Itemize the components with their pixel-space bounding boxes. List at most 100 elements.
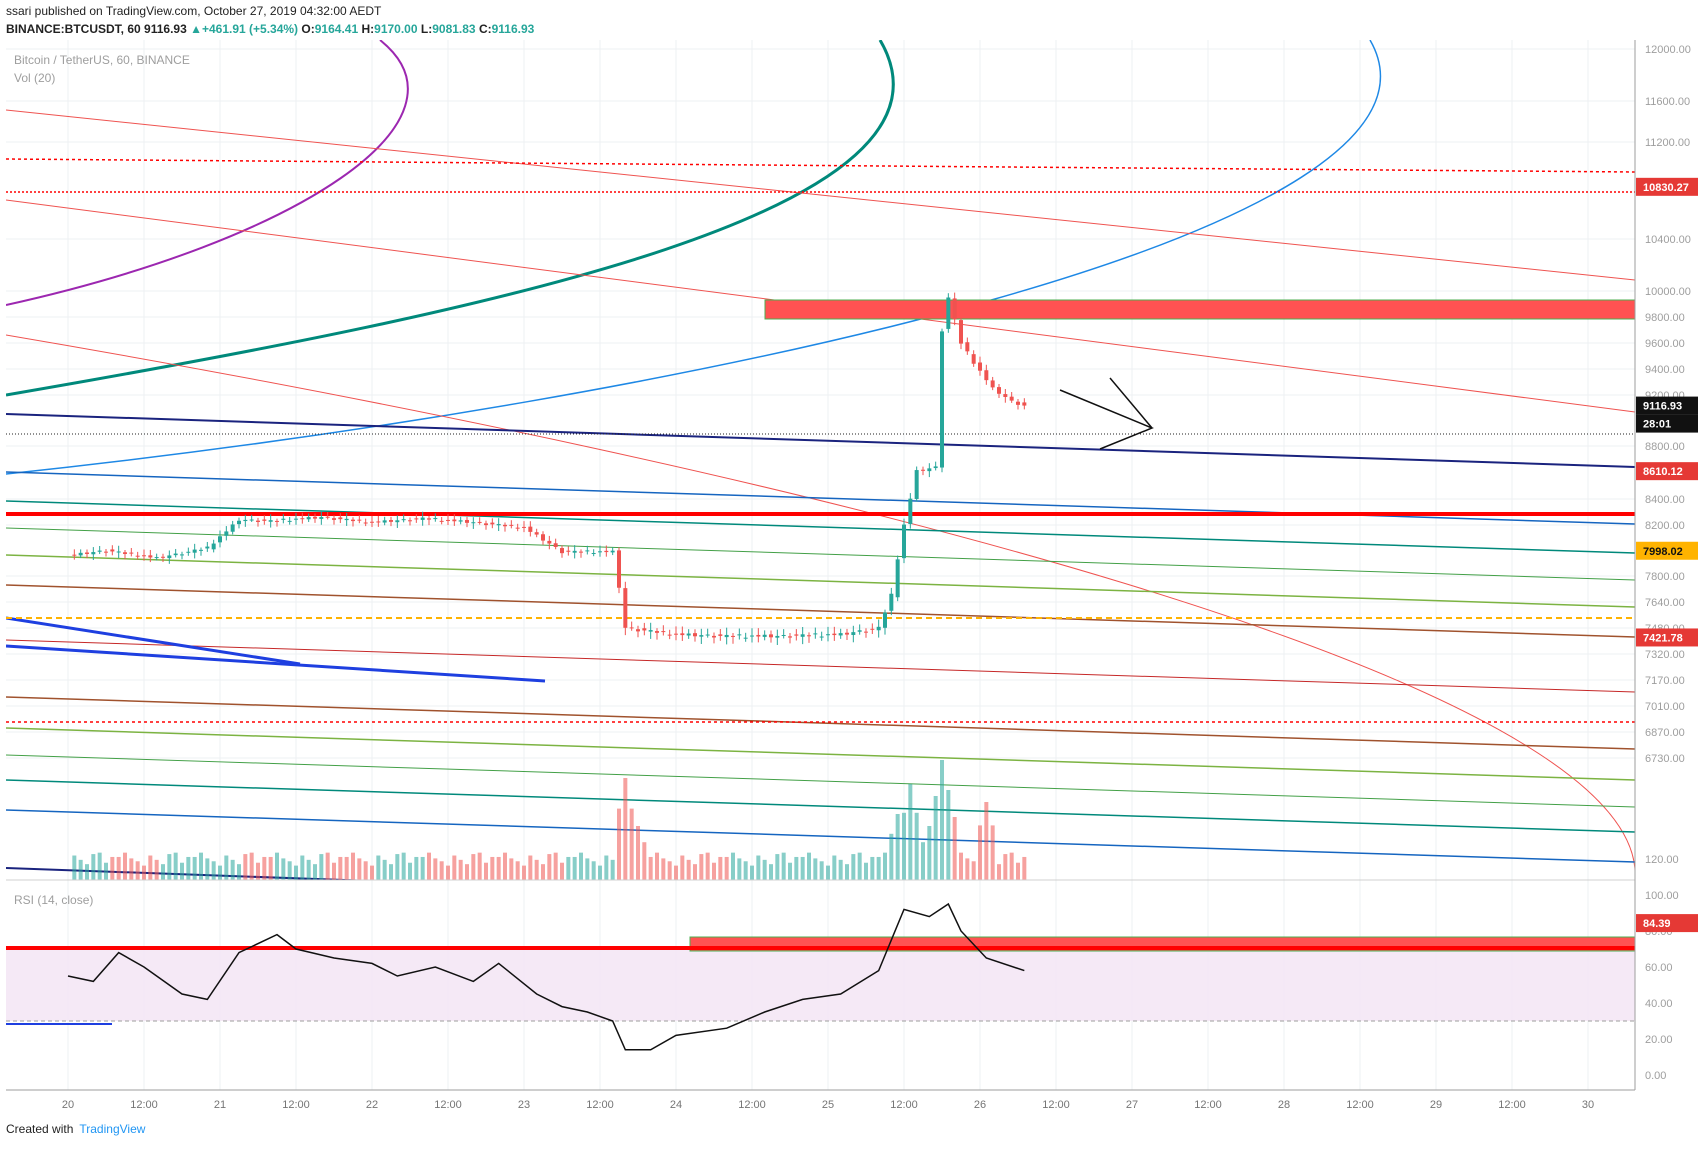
volume-bar [959, 852, 963, 880]
candle-body [623, 588, 628, 628]
pennant-pattern[interactable] [1059, 377, 1154, 450]
rsi-tick-label: 40.00 [1645, 998, 1673, 1010]
channel-line-brown-1[interactable] [6, 584, 1635, 638]
rsi-tick-label: 20.00 [1645, 1034, 1673, 1046]
channel-line-green-1[interactable] [6, 500, 1635, 554]
candle-body [192, 549, 197, 553]
time-tick-label: 21 [214, 1099, 226, 1111]
publisher-text: ssari published on TradingView.com, Octo… [6, 4, 382, 18]
rsi-line [67, 902, 1025, 1051]
volume-bar [1003, 854, 1008, 880]
channel-line-blue-2[interactable] [6, 809, 1635, 863]
low-value: 9081.83 [432, 22, 476, 36]
volume-bar [395, 854, 400, 880]
volume-bar [648, 856, 653, 880]
candle-body [1022, 402, 1027, 406]
up-arrow-icon: ▲ [190, 22, 202, 36]
price-change: +461.91 (+5.34%) [201, 22, 299, 36]
volume-bar [167, 854, 172, 880]
fib-arc-purple[interactable] [6, 40, 409, 306]
volume-bar [452, 855, 457, 880]
symbol-label[interactable]: BINANCE:BTCUSDT, 60 [6, 22, 141, 36]
volume-bars [72, 760, 1027, 880]
volume-bar [129, 858, 134, 880]
volume-bar [458, 859, 463, 880]
candle-body [313, 516, 317, 519]
price-chart[interactable]: 12000.00 11600.00 11200.00 10400.00 10000.00… [0, 40, 1705, 1120]
channel-line-olive[interactable] [6, 554, 1635, 608]
channel-line-olive-2[interactable] [6, 727, 1635, 781]
volume-bar [756, 855, 761, 880]
trend-line-blue-1[interactable] [6, 616, 301, 666]
volume-bar [819, 861, 824, 880]
candle-body [686, 633, 691, 636]
volume-bar [705, 852, 710, 880]
channel-line-green-3[interactable] [6, 754, 1635, 808]
volume-bar [78, 859, 83, 880]
channel-line-green-2[interactable] [6, 527, 1635, 581]
volume-bar [85, 864, 89, 880]
volume-bar [547, 854, 552, 880]
price-tick-label: 8200.00 [1645, 520, 1685, 532]
volume-bar [832, 855, 837, 880]
candle-body [408, 520, 412, 522]
volume-bar [224, 855, 229, 880]
channel-line-red-3[interactable] [6, 639, 1635, 693]
volume-bar [262, 856, 267, 880]
channel-line-teal-3[interactable] [6, 779, 1635, 833]
candle-body [344, 518, 349, 521]
tradingview-brand[interactable]: TradingView [79, 1122, 146, 1136]
volume-bar [794, 856, 799, 880]
volume-bar [661, 858, 666, 880]
candle-body [389, 520, 393, 522]
resistance-zone[interactable] [764, 299, 1635, 320]
candle-body [97, 550, 102, 552]
volume-bar [775, 854, 780, 880]
last-price: 9116.93 [144, 22, 187, 36]
channel-line-navy[interactable] [6, 413, 1635, 468]
candle-body [971, 354, 976, 364]
candle-body [439, 520, 444, 522]
candle-body [566, 550, 571, 552]
volume-bar [857, 852, 862, 880]
candle-body [129, 552, 134, 554]
volume-bar [604, 855, 609, 880]
level-line-11000[interactable] [6, 158, 1635, 173]
channel-line-red-1[interactable] [6, 109, 1635, 281]
candle-body [211, 543, 216, 550]
price-tick-label: 6730.00 [1645, 753, 1685, 765]
candle-body [186, 551, 191, 553]
candle-body [819, 636, 824, 638]
volume-bar [211, 861, 216, 880]
candle-body [528, 526, 533, 532]
candle-body [306, 517, 311, 520]
candle-body [864, 631, 868, 633]
candle-body [420, 517, 425, 520]
trend-line-blue-2[interactable] [6, 644, 546, 683]
candle-body [275, 520, 279, 522]
time-tick-label: 12:00 [130, 1099, 158, 1111]
volume-bar [908, 784, 913, 880]
candle-body [433, 518, 438, 520]
volume-bar [724, 856, 729, 880]
candle-body [458, 520, 463, 522]
candle-body [604, 550, 609, 553]
candle-body [946, 297, 951, 329]
volume-bar [826, 865, 830, 880]
candle-body [591, 552, 596, 554]
volume-bar [731, 852, 735, 880]
volume-bar [933, 796, 938, 880]
channel-line-brown-2[interactable] [6, 696, 1635, 750]
fib-arc-teal[interactable] [6, 40, 895, 397]
volume-bar [382, 859, 387, 880]
price-tick-label: 7320.00 [1645, 649, 1685, 661]
chart-header: ssari published on TradingView.com, Octo… [0, 0, 1705, 40]
candle-body [902, 524, 906, 559]
price-level-label: 7421.78 [1643, 632, 1683, 644]
volume-bar [110, 856, 115, 880]
candle-body [351, 519, 355, 522]
candle-body [541, 534, 545, 541]
countdown-label-bg [1636, 414, 1698, 433]
fib-arc-red[interactable] [6, 334, 1635, 880]
volume-bar [737, 858, 742, 880]
